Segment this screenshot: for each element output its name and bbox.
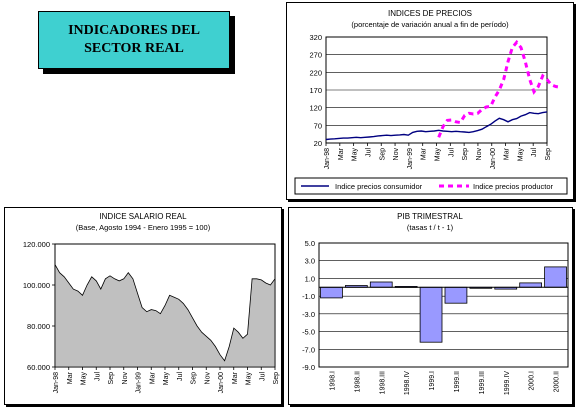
pib-chart: PIB TRIMESTRAL (tasas t / t - 1) 5.0 3.0 1… [302,212,569,395]
x-tick-label: Mar [421,147,428,160]
y-tick-label: 220 [309,68,322,77]
x-tick-label: May [163,372,170,386]
x-tick-label: May [81,372,88,386]
x-tick-label: 2000.I [529,371,536,391]
y-tick-label: -5.0 [302,328,315,337]
section-title-line1: INDICADORES DEL [68,23,200,38]
bar [519,282,542,288]
x-tick-label: Sep [379,148,386,161]
x-tick-label: Jul [259,372,266,381]
series-line-consumer [325,111,548,141]
x-tick-label: Sep [273,372,280,385]
x-tick-label: 1999.I [429,371,436,391]
y-tick-label: 120 [309,104,322,113]
y-tick-label: 20 [314,139,322,148]
x-tick-label: Nov [122,372,129,385]
x-tick-label: Nov [476,148,483,161]
legend-box [294,177,568,195]
bar [419,286,443,343]
x-tick-label: 1999.II [454,371,461,392]
x-tick-label: Mar [67,371,74,384]
bar [369,281,393,288]
x-tick-label: 2000.II [554,371,561,392]
x-tick-label: May [352,148,359,162]
x-tick-label: 1998.II [354,371,361,392]
y-tick-label: -7.0 [302,345,315,354]
x-tick-label: Mar [504,147,511,160]
y-tick-label: 1.0 [305,274,315,283]
precios-chart: INDICES DE PRECIOS (porcentaje de variac… [294,9,568,195]
y-tick-label: -9.0 [302,363,315,372]
plot-area [318,242,569,368]
chart-subtitle: (tasas t / t - 1) [407,223,454,232]
x-tick-label: Sep [545,148,552,161]
x-tick-label: May [435,148,442,162]
x-tick-label: 1998.IV [404,371,411,395]
y-tick-label: 100.000 [23,281,50,290]
chart-title: PIB TRIMESTRAL [397,212,463,221]
series-line-producer [437,39,561,138]
legend-producer-label: Indice precios productor [473,182,554,191]
x-tick-label: May [517,148,524,162]
y-tick-label: 170 [309,86,322,95]
bar [444,286,468,304]
x-tick-label: Jan-99 [407,148,414,170]
y-tick-label: 70 [314,121,322,130]
y-tick-label: -1.0 [302,292,315,301]
chart-subtitle: (porcentaje de variación anual a fin de … [351,20,509,29]
salario-chart: INDICE SALARIO REAL (Base, Agosto 1994 -… [23,212,280,394]
y-tick-label: 3.0 [305,257,315,266]
x-tick-label: Jan-99 [136,372,143,394]
x-tick-label: 1998.III [379,371,386,394]
legend-consumer-label: Indice precios consumidor [335,182,423,191]
x-tick-label: Jul [448,148,455,157]
x-tick-label: Jan-98 [324,148,331,170]
x-tick-label: Mar [149,371,156,384]
x-tick-label: Jan-98 [53,372,60,394]
section-title: INDICADORES DEL SECTOR REAL [38,11,230,69]
x-tick-label: Jul [94,372,101,381]
x-tick-label: 1998.I [329,371,336,391]
precios-chart-panel: INDICES DE PRECIOS (porcentaje de variac… [286,2,574,200]
series-area-salario [54,262,276,368]
x-tick-label: 1999.III [479,371,486,394]
x-tick-label: May [246,372,253,386]
x-tick-label: Jul [531,148,538,157]
chart-subtitle: (Base, Agosto 1994 - Enero 1995 = 100) [76,223,211,232]
y-tick-label: -3.0 [302,310,315,319]
bar [544,266,567,288]
x-tick-label: Sep [108,372,115,385]
x-tick-label: Jul [177,372,184,381]
x-tick-label: Jan-00 [218,372,225,394]
pib-chart-panel: PIB TRIMESTRAL (tasas t / t - 1) 5.0 3.0 1… [288,207,573,405]
x-tick-label: Nov [393,148,400,161]
y-tick-label: 270 [309,51,322,60]
y-tick-label: 120.000 [23,240,50,249]
y-tick-label: 5.0 [305,239,315,248]
x-tick-label: Sep [191,372,198,385]
section-title-line2: SECTOR REAL [84,41,184,56]
x-tick-label: Mar [232,371,239,384]
x-tick-label: Jan-00 [490,148,497,170]
y-tick-label: 60.000 [27,363,50,372]
y-tick-label: 320 [309,33,322,42]
x-tick-label: Jul [365,148,372,157]
bar [320,286,343,299]
chart-title: INDICE SALARIO REAL [99,212,187,221]
salario-chart-panel: INDICE SALARIO REAL (Base, Agosto 1994 -… [4,207,282,405]
chart-title: INDICES DE PRECIOS [388,9,472,18]
x-tick-label: Mar [338,147,345,160]
x-tick-label: Nov [204,372,211,385]
x-tick-label: 1999.IV [504,371,511,395]
x-tick-label: Sep [462,148,469,161]
y-tick-label: 80.000 [27,322,50,331]
